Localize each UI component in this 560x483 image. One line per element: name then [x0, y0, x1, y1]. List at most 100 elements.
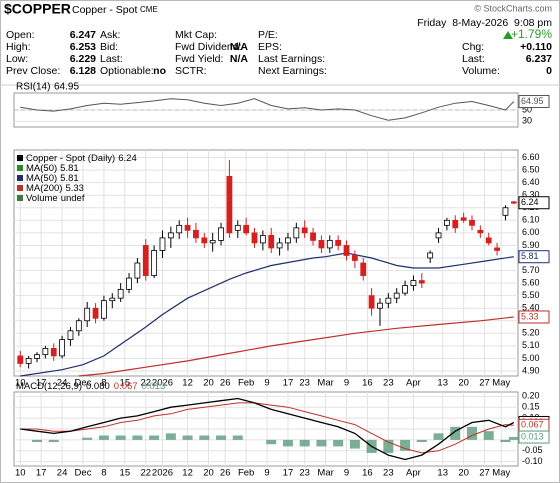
value-tag: 0.067 [521, 420, 544, 430]
candle-body [410, 280, 417, 287]
legend-name-text: MA(50) [26, 163, 57, 174]
histogram-bar [316, 439, 327, 447]
legend-name-text: Volume [26, 193, 58, 204]
panel-frame [13, 149, 519, 377]
line [20, 397, 515, 461]
candle-body [67, 330, 74, 340]
field-label: SCTR: [175, 65, 207, 77]
y-tick-label: 6.10 [522, 215, 540, 225]
line [20, 402, 514, 454]
candle-body [25, 358, 32, 364]
x-tick-label: 22 [140, 378, 151, 389]
candle-body [259, 234, 266, 244]
field-label: Bid: [100, 41, 118, 53]
line [20, 98, 515, 121]
y-tick-label: 5.70 [522, 265, 540, 275]
x-tick-label: 20 [203, 468, 214, 479]
line [78, 316, 514, 377]
candle-body [293, 227, 300, 239]
x-tick-label: Dec [75, 378, 92, 389]
header: $COPPER Copper - Spot CME © StockCharts.… [0, 1, 560, 86]
x-tick-label: 20 [458, 468, 469, 479]
legend-name-text: MA(50) [26, 173, 57, 184]
instrument-name: Copper - Spot [72, 4, 137, 16]
x-tick-label: 9 [344, 468, 349, 479]
histogram-bar [433, 433, 444, 440]
y-tick-label: 0.20 [522, 391, 540, 401]
x-tick-label: 10 [15, 378, 26, 389]
x-tick-label: 8 [101, 468, 106, 479]
histogram-bar [483, 431, 494, 440]
legend-value: 6.24 [118, 153, 137, 164]
histogram-bar [416, 439, 427, 443]
histogram-bar [400, 439, 411, 451]
field-label: Fwd Dividend: [175, 41, 242, 53]
field-label: Volume: [462, 65, 500, 77]
x-tick-label: 22 [140, 468, 151, 479]
histogram-bar [333, 439, 344, 447]
histogram-bar [216, 435, 227, 440]
x-tick-label: 23 [383, 468, 394, 479]
x-tick-label: 8 [101, 378, 106, 389]
x-tick-label: 17 [36, 378, 47, 389]
x-tick-label: 16 [362, 468, 373, 479]
field-label: Optionable: [100, 65, 154, 77]
histogram-bar [182, 435, 193, 440]
candle-body [360, 262, 367, 276]
legend-name: Copper - Spot (Daily) 6.24 [26, 153, 137, 164]
candle-body [17, 355, 24, 364]
legend-value: 5.33 [65, 183, 84, 194]
x-tick-label: 24 [57, 468, 68, 479]
x-tick-label: Feb [238, 378, 254, 389]
x-tick-label: Feb [238, 468, 254, 479]
change-pct: +1.79% [511, 27, 552, 41]
candle-body [285, 237, 291, 244]
panel-title: MACD(12,26,9) 0.080 0.067 0.013 [16, 381, 165, 392]
histogram-bar [383, 439, 394, 453]
candle-body [84, 307, 91, 322]
candle-body [485, 237, 492, 244]
histogram-bar [149, 435, 160, 440]
candle-body [59, 339, 65, 357]
x-tick-label: 17 [36, 468, 47, 479]
x-tick-label: May [492, 378, 510, 389]
candle-body [318, 239, 325, 249]
candle-body [92, 307, 99, 319]
legend-value: 0.013 [142, 381, 166, 392]
y-tick-label: 6.50 [522, 164, 540, 174]
field-label: Mkt Cap: [175, 29, 217, 41]
y-tick-label: 5.40 [522, 303, 540, 313]
x-tick-label: 12 [182, 378, 193, 389]
y-tick-label: -0.10 [522, 456, 543, 466]
histogram-bar [500, 439, 511, 443]
field-label: Low: [6, 53, 28, 65]
candle-body [301, 227, 308, 234]
legend-name: Volume undef [26, 193, 85, 204]
field-label: Ask: [100, 29, 120, 41]
candle-body [402, 285, 408, 294]
candle-body [234, 224, 241, 231]
value-tag: 5.81 [521, 251, 539, 261]
x-tick-label: 13 [437, 378, 448, 389]
histogram-bar [232, 435, 243, 440]
x-tick-label: Mar [317, 378, 333, 389]
candle-body [34, 354, 40, 359]
value-tag-box [518, 95, 550, 109]
legend-value: 0.067 [114, 381, 138, 392]
field-label: Last Earnings: [258, 53, 325, 65]
legend-name-text: Copper - Spot (Daily) [26, 153, 115, 164]
histogram-bar [165, 433, 176, 440]
candle-body [50, 347, 57, 357]
field-value: 6.237 [526, 53, 552, 65]
x-tick-label: 15 [120, 378, 131, 389]
histogram-bar [132, 435, 143, 440]
x-tick-label: 9 [344, 378, 349, 389]
x-tick-label: 20 [203, 378, 214, 389]
y-tick-label: 5.20 [522, 328, 540, 338]
value-tag-box [518, 430, 550, 444]
candle-body [427, 252, 434, 259]
field-value: N/A [230, 41, 249, 53]
y-tick-label: 5.50 [522, 290, 540, 300]
histogram-bar [98, 435, 109, 440]
candle-body [75, 320, 82, 332]
